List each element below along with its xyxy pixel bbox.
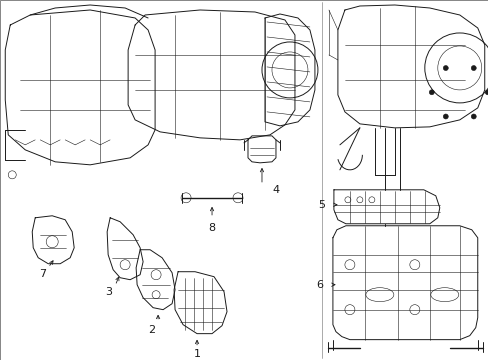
Polygon shape <box>332 226 477 339</box>
Circle shape <box>484 90 488 95</box>
Polygon shape <box>264 14 314 126</box>
Text: 2: 2 <box>148 325 155 335</box>
Text: 1: 1 <box>193 348 200 359</box>
Circle shape <box>428 90 433 95</box>
Circle shape <box>470 66 475 71</box>
Text: 3: 3 <box>105 287 112 297</box>
Polygon shape <box>107 218 143 280</box>
Polygon shape <box>174 272 226 334</box>
Circle shape <box>443 66 447 71</box>
Polygon shape <box>333 190 439 224</box>
Polygon shape <box>337 5 484 128</box>
Polygon shape <box>32 216 74 264</box>
Text: 7: 7 <box>39 269 46 279</box>
Text: 6: 6 <box>315 280 322 290</box>
Text: 5: 5 <box>317 200 324 210</box>
Text: 4: 4 <box>272 185 279 195</box>
Text: 8: 8 <box>208 223 215 233</box>
Polygon shape <box>128 10 294 140</box>
Polygon shape <box>5 10 155 165</box>
Polygon shape <box>136 250 175 310</box>
Circle shape <box>443 114 447 119</box>
Polygon shape <box>247 136 275 163</box>
Circle shape <box>470 114 475 119</box>
